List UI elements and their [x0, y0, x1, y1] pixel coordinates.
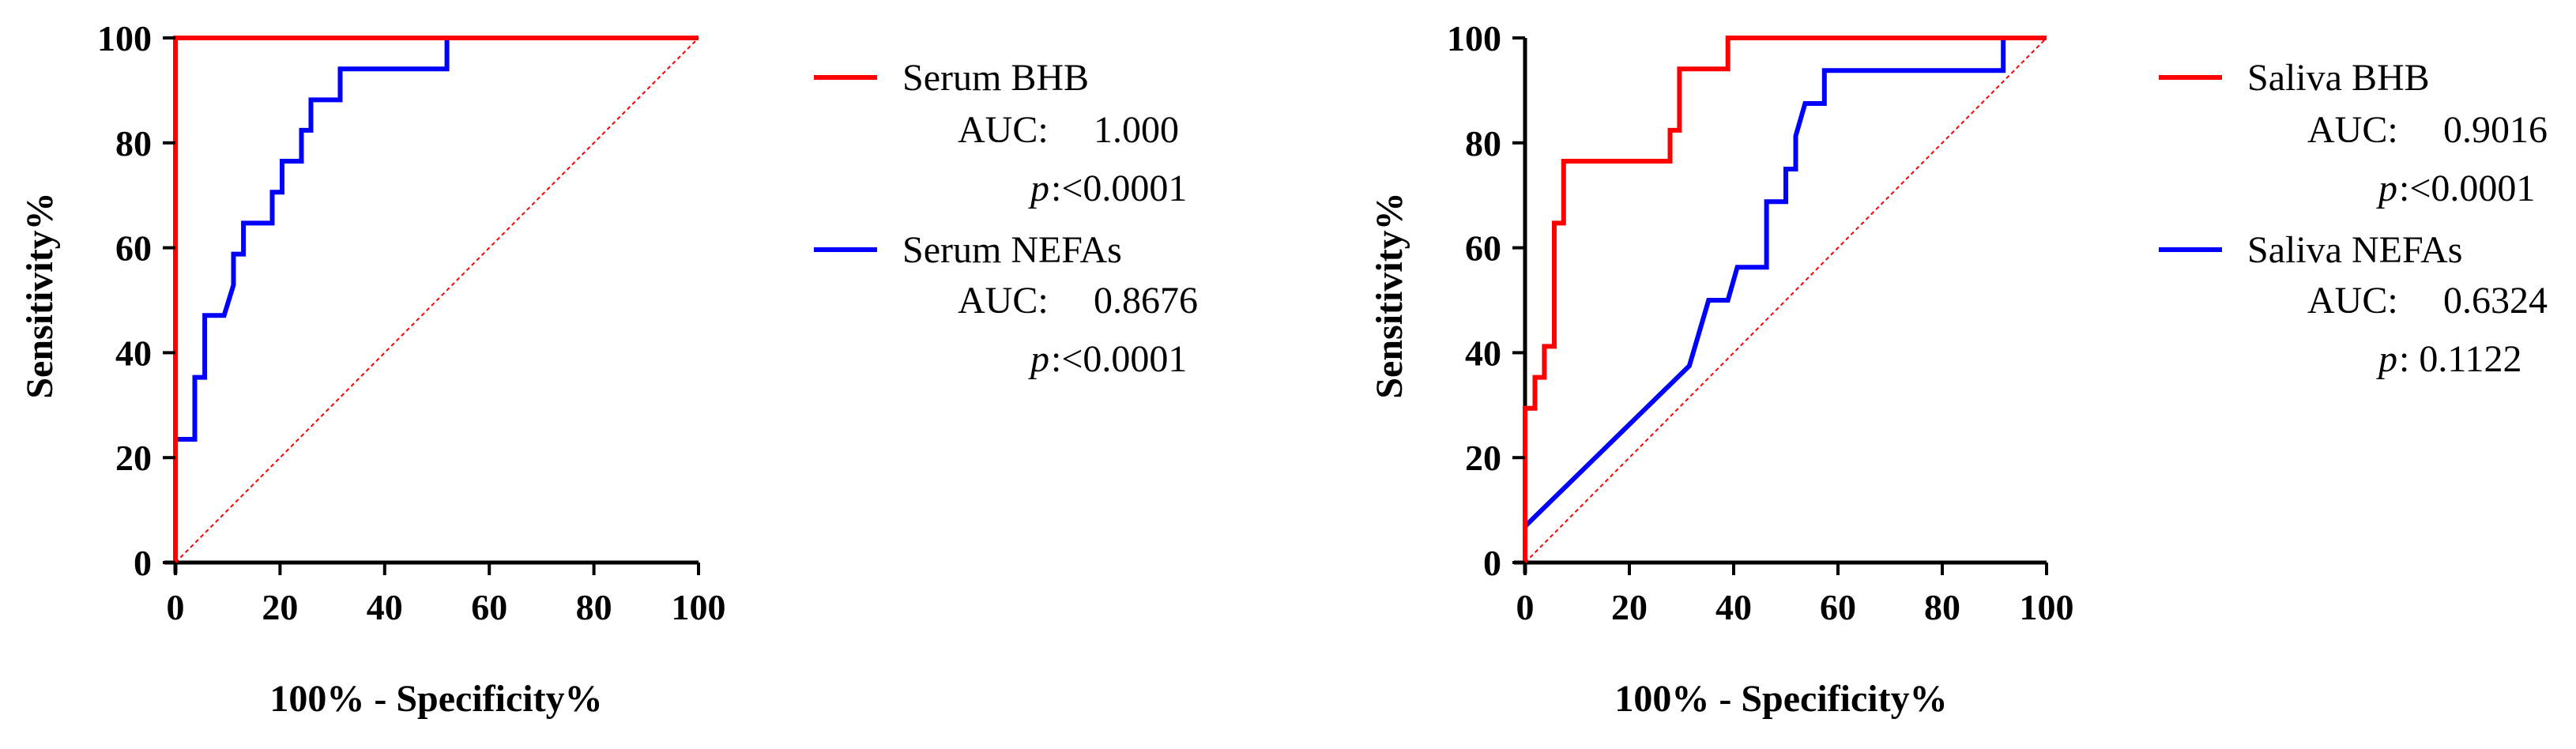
tick-labels: 0 20 40 60 80 100 0 20 40 60 80 100: [1447, 18, 2074, 627]
legend-label-saliva-bhb: Saliva BHB: [2247, 57, 2430, 99]
p-value-serum-bhb: :<0.0001: [1051, 167, 1187, 209]
auc-value-saliva-nefas: 0.6324: [2443, 280, 2548, 322]
auc-label-serum-bhb: AUC:: [958, 109, 1049, 151]
p-value-saliva-nefas: : 0.1122: [2399, 338, 2522, 380]
legend-label-serum-bhb: Serum BHB: [902, 57, 1089, 99]
y-axis-title: Sensitivity%: [19, 192, 61, 398]
y-tick-label: 0: [134, 543, 152, 583]
x-tick-label: 40: [367, 587, 403, 627]
y-tick-label: 40: [115, 333, 152, 373]
x-axis-title: 100% - Specificity%: [1614, 678, 1947, 720]
saliva-roc-panel: 0 20 40 60 80 100 0 20 40 60 80 100 100% - Specific…: [1369, 18, 2548, 720]
x-tick-label: 80: [1924, 587, 1960, 627]
auc-value-saliva-bhb: 0.9016: [2443, 109, 2548, 151]
plot-area: [164, 36, 699, 574]
y-tick-label: 80: [115, 123, 152, 164]
p-label-saliva-bhb: p: [2376, 167, 2397, 209]
serum-roc-panel: 0 20 40 60 80 100 0 20 40 60 80 100 100% - Specific…: [19, 18, 1198, 720]
auc-label-serum-nefas: AUC:: [958, 280, 1049, 322]
y-tick-label: 60: [1465, 228, 1501, 269]
x-tick-label: 80: [576, 587, 612, 627]
x-tick-label: 0: [167, 587, 185, 627]
x-tick-label: 60: [1820, 587, 1856, 627]
p-value-saliva-bhb: :<0.0001: [2399, 167, 2535, 209]
roc-line-saliva-bhb: [1523, 36, 2047, 563]
y-tick-label: 20: [1465, 438, 1501, 478]
p-value-serum-nefas: :<0.0001: [1051, 338, 1187, 380]
y-tick-label: 0: [1483, 543, 1501, 583]
x-tick-label: 100: [672, 587, 726, 627]
legend-label-saliva-nefas: Saliva NEFAs: [2247, 229, 2462, 271]
x-axis-title: 100% - Specificity%: [269, 678, 602, 720]
auc-label-saliva-nefas: AUC:: [2307, 280, 2398, 322]
y-axis-title: Sensitivity%: [1369, 192, 1410, 398]
p-label-serum-bhb: p: [1028, 167, 1049, 209]
roc-line-serum-nefas: [175, 36, 699, 442]
x-tick-label: 0: [1516, 587, 1535, 627]
y-tick-label: 100: [1447, 18, 1501, 58]
y-tick-label: 80: [1465, 123, 1501, 164]
y-tick-label: 100: [97, 18, 152, 58]
x-tick-label: 20: [262, 587, 298, 627]
y-tick-label: 60: [115, 228, 152, 269]
x-tick-label: 60: [471, 587, 507, 627]
legend: Serum BHB AUC: 1.000 p :<0.0001 Serum NE…: [814, 57, 1198, 380]
reference-diagonal-line: [1524, 37, 2047, 563]
p-label-serum-nefas: p: [1028, 338, 1049, 380]
plot-area: [1514, 36, 2047, 574]
roc-line-saliva-nefas: [1523, 36, 2047, 529]
auc-label-saliva-bhb: AUC:: [2307, 109, 2398, 151]
y-tick-label: 20: [115, 438, 152, 478]
legend: Saliva BHB AUC: 0.9016 p :<0.0001 Saliva…: [2159, 57, 2548, 380]
y-tick-label: 40: [1465, 333, 1501, 373]
tick-labels: 0 20 40 60 80 100 0 20 40 60 80 100: [97, 18, 726, 627]
x-tick-label: 20: [1611, 587, 1648, 627]
auc-value-serum-nefas: 0.8676: [1094, 280, 1198, 322]
x-tick-label: 40: [1715, 587, 1752, 627]
auc-value-serum-bhb: 1.000: [1094, 109, 1179, 151]
reference-diagonal-line: [175, 37, 699, 563]
x-tick-label: 100: [2020, 587, 2074, 627]
p-label-saliva-nefas: p: [2376, 338, 2397, 380]
legend-label-serum-nefas: Serum NEFAs: [902, 229, 1122, 271]
